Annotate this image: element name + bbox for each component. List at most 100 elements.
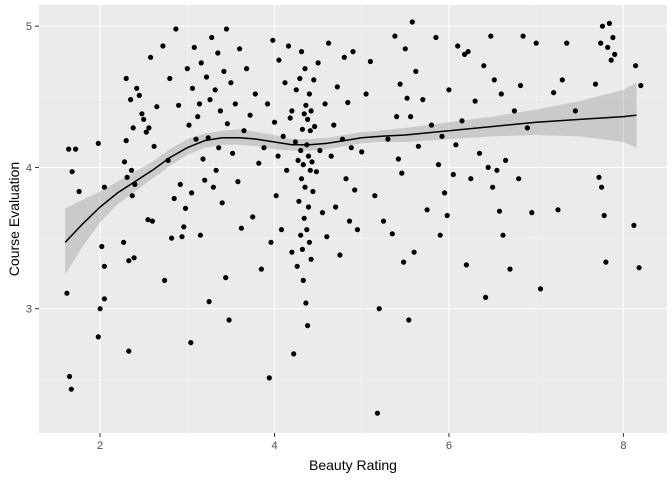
data-point: [266, 375, 272, 381]
data-point: [411, 249, 417, 255]
data-point: [334, 84, 340, 90]
data-point: [399, 170, 405, 176]
data-point: [232, 101, 238, 107]
data-point: [444, 212, 450, 219]
data-point: [490, 184, 496, 190]
data-point: [282, 80, 288, 86]
data-point: [73, 146, 79, 152]
data-point: [177, 181, 183, 187]
data-point: [210, 184, 216, 190]
x-tick-label: 2: [97, 440, 103, 452]
data-point: [271, 119, 278, 125]
data-point: [171, 195, 177, 202]
data-point: [312, 123, 318, 130]
data-point: [385, 136, 391, 142]
data-point: [200, 156, 206, 162]
data-point: [289, 249, 295, 255]
data-point: [346, 218, 353, 224]
data-point: [305, 204, 312, 210]
data-point: [241, 128, 247, 134]
data-point: [359, 149, 365, 155]
data-point: [238, 225, 244, 231]
data-point: [198, 60, 204, 66]
data-point: [500, 232, 506, 238]
data-point: [376, 306, 382, 312]
data-point: [337, 252, 343, 258]
data-point: [76, 188, 82, 195]
data-point: [397, 81, 403, 87]
data-point: [129, 193, 135, 199]
x-axis-title: Beauty Rating: [309, 457, 397, 473]
data-point: [209, 34, 215, 41]
data-point: [195, 114, 201, 120]
data-point: [311, 77, 317, 83]
data-point: [217, 108, 223, 114]
data-point: [244, 66, 250, 72]
data-point: [213, 167, 219, 173]
confidence-band: [65, 82, 637, 275]
data-point: [462, 51, 468, 58]
data-point: [226, 317, 232, 323]
data-point: [310, 188, 316, 195]
data-point: [95, 334, 101, 340]
data-point: [299, 126, 305, 132]
data-point: [101, 184, 107, 190]
major-gridlines: [39, 5, 667, 433]
data-point: [380, 218, 387, 224]
data-point: [223, 26, 230, 32]
data-point: [483, 294, 489, 300]
data-point: [66, 373, 73, 380]
data-point: [603, 259, 609, 265]
data-point: [193, 136, 199, 142]
data-point: [295, 157, 301, 163]
data-point: [433, 34, 439, 41]
data-point: [182, 205, 189, 211]
data-point: [130, 125, 136, 131]
data-point: [402, 46, 408, 52]
data-point: [301, 215, 307, 221]
data-point: [121, 239, 127, 245]
data-point: [303, 102, 309, 108]
data-point: [95, 140, 101, 146]
data-point: [638, 82, 644, 89]
data-point: [284, 167, 290, 173]
data-point: [298, 49, 305, 55]
data-point: [555, 207, 561, 213]
data-point: [300, 162, 306, 168]
data-point: [300, 277, 306, 283]
data-point: [308, 256, 314, 262]
data-point: [636, 265, 642, 271]
data-point: [306, 91, 312, 97]
data-point: [465, 49, 471, 55]
x-tick-label: 4: [271, 440, 277, 452]
data-point: [350, 49, 356, 55]
data-point: [511, 108, 517, 114]
y-axis-ticks: 3 4 5: [26, 21, 39, 316]
data-point: [99, 243, 105, 250]
data-point: [324, 234, 330, 240]
data-point: [121, 159, 128, 165]
data-point: [184, 66, 190, 72]
data-point: [631, 222, 637, 228]
data-point: [406, 317, 412, 323]
data-point: [280, 133, 286, 139]
data-point: [313, 169, 319, 175]
data-point: [169, 235, 175, 241]
data-point: [524, 125, 531, 131]
data-point: [261, 145, 267, 151]
data-point: [143, 129, 149, 135]
data-point: [442, 190, 448, 196]
data-point: [304, 227, 310, 233]
data-point: [374, 410, 380, 416]
data-point: [413, 68, 419, 74]
data-point: [235, 179, 241, 185]
data-point: [264, 101, 271, 107]
data-point: [136, 92, 142, 98]
data-point: [223, 275, 229, 281]
data-point: [186, 122, 192, 128]
data-point: [131, 255, 137, 261]
data-point: [435, 162, 442, 168]
data-point: [520, 33, 526, 39]
data-point: [612, 51, 618, 58]
data-point: [307, 167, 313, 173]
